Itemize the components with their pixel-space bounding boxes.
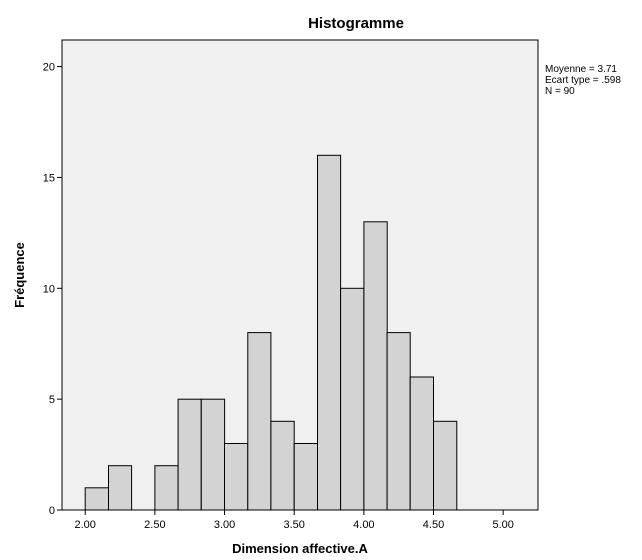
histogram-bar-4 — [177, 398, 202, 511]
stats-mean: Moyenne = 3.71 — [545, 64, 617, 75]
y-tick-label-4: 20 — [43, 62, 55, 74]
histogram-bar-13 — [386, 332, 411, 511]
x-tick-label-4: 4.00 — [353, 519, 374, 531]
x-axis-title: Dimension affective.A — [232, 541, 368, 556]
histogram-bar-15 — [433, 420, 458, 511]
histogram-bar-6 — [224, 443, 249, 511]
plot-area — [61, 39, 539, 511]
histogram-bar-5 — [200, 398, 226, 511]
x-tick-label-1: 2.50 — [144, 519, 165, 531]
histogram-bar-1 — [108, 465, 133, 511]
y-axis: 0 5 10 15 20 — [43, 62, 62, 517]
summary-statistics: Moyenne = 3.71 Ecart type = .598 N = 90 — [545, 64, 621, 97]
y-tick-label-1: 5 — [49, 394, 55, 406]
y-tick-label-0: 0 — [49, 505, 55, 517]
histogram-bar-3 — [154, 465, 179, 511]
histogram-bar-8 — [270, 420, 295, 511]
histogram-bar-9 — [293, 443, 319, 511]
x-tick-label-3: 3.50 — [283, 519, 304, 531]
bars-group — [84, 154, 458, 511]
histogram-bar-12 — [363, 221, 388, 511]
histogram-bar-11 — [340, 287, 365, 511]
histogram-bar-0 — [84, 487, 109, 511]
histogram-bar-7 — [247, 332, 272, 511]
x-tick-label-0: 2.00 — [75, 519, 96, 531]
histogram-bar-10 — [317, 154, 342, 511]
y-tick-label-3: 15 — [43, 172, 55, 184]
histogram-bar-14 — [409, 376, 435, 511]
stats-std-dev: Ecart type = .598 — [545, 75, 621, 86]
x-axis: 2.00 2.50 3.00 3.50 4.00 4.50 5.00 — [75, 510, 514, 531]
y-axis-title: Fréquence — [12, 242, 27, 308]
stats-n: N = 90 — [545, 86, 575, 97]
chart-title: Histogramme — [308, 15, 404, 32]
y-tick-label-2: 10 — [43, 283, 55, 295]
x-tick-label-5: 4.50 — [423, 519, 444, 531]
x-tick-label-2: 3.00 — [214, 519, 235, 531]
x-tick-label-6: 5.00 — [492, 519, 513, 531]
